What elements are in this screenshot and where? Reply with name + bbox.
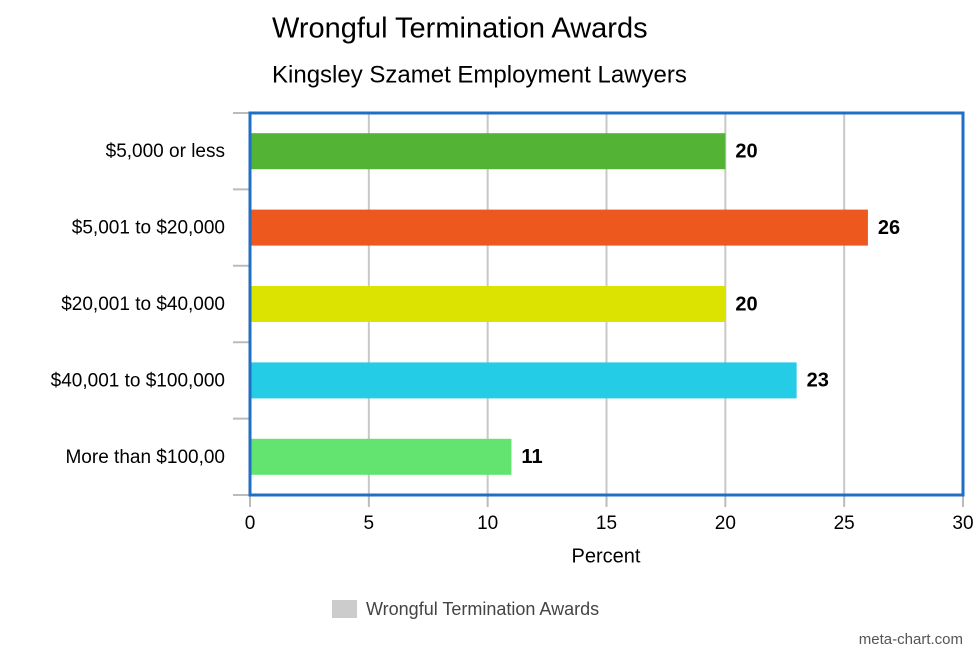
chart-subtitle: Kingsley Szamet Employment Lawyers [272,61,687,88]
x-tick-label: 0 [245,513,256,534]
data-label: 20 [735,293,757,315]
bar [250,362,797,399]
plot-border [248,111,965,497]
x-tick-label: 15 [596,513,617,534]
chart-title: Wrongful Termination Awards [272,13,648,45]
data-label: 20 [735,140,757,162]
legend-label: Wrongful Termination Awards [366,599,599,619]
data-label: 23 [807,370,829,392]
x-tick-label: 20 [715,513,736,534]
watermark: meta-chart.com [859,631,963,648]
x-tick-label: 30 [952,513,973,534]
bar [250,133,726,170]
y-tick-label: $5,001 to $20,000 [72,218,225,239]
x-tick-label: 25 [834,513,855,534]
y-tick-label: More than $100,00 [65,447,225,468]
bar [250,286,726,322]
y-tick-label: $5,000 or less [106,141,225,162]
data-label: 26 [878,217,900,239]
x-tick-label: 5 [364,513,375,534]
legend-swatch [332,600,357,618]
data-label: 11 [521,446,542,468]
y-tick-label: $40,001 to $100,000 [51,370,225,391]
y-tick-label: $20,001 to $40,000 [61,294,225,315]
x-tick-label: 10 [477,513,498,534]
plot-layer: 0 5 10 15 20 25 30 $5,000 or less $5,001 to $20,… [51,111,974,619]
x-axis-label: Percent [572,545,641,567]
bar [250,438,512,475]
bar [250,209,868,246]
